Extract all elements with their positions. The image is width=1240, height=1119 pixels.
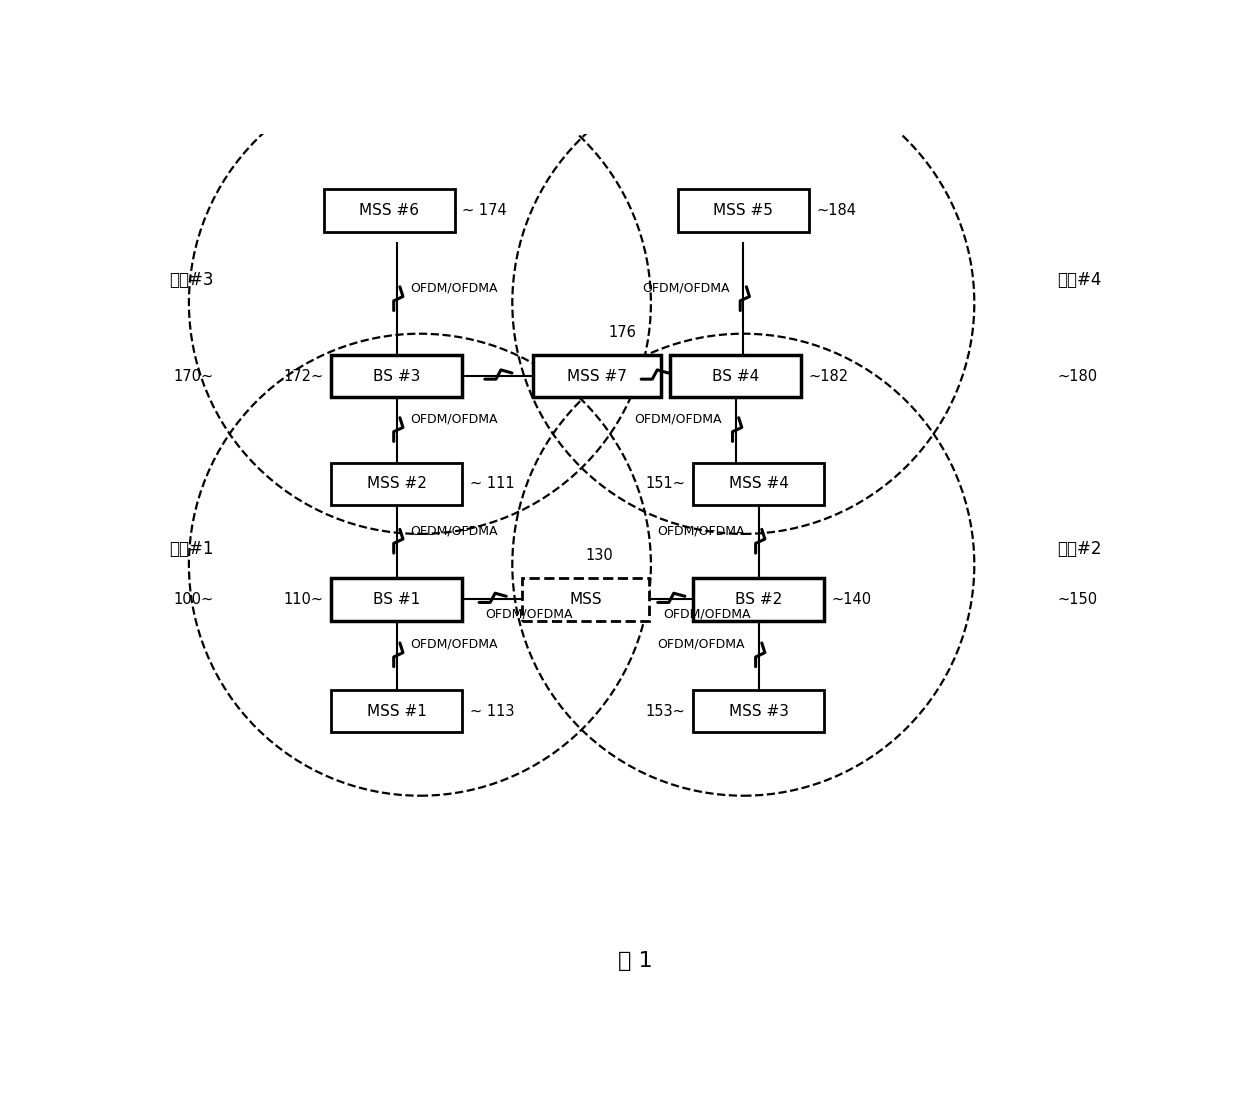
Text: OFDM/OFDMA: OFDM/OFDMA <box>410 413 498 425</box>
Text: MSS #1: MSS #1 <box>367 704 427 718</box>
FancyBboxPatch shape <box>331 689 463 732</box>
FancyBboxPatch shape <box>693 689 825 732</box>
Text: OFDM/OFDMA: OFDM/OFDMA <box>663 608 751 620</box>
Text: ~150: ~150 <box>1058 592 1097 606</box>
Text: BS #4: BS #4 <box>712 368 759 384</box>
Text: MSS #7: MSS #7 <box>567 368 627 384</box>
FancyBboxPatch shape <box>522 579 649 621</box>
Text: 130: 130 <box>585 548 614 563</box>
Text: MSS #5: MSS #5 <box>713 203 774 218</box>
Text: 100~: 100~ <box>174 592 213 606</box>
Text: ~ 113: ~ 113 <box>470 704 515 718</box>
Text: ~182: ~182 <box>808 368 849 384</box>
Text: OFDM/OFDMA: OFDM/OFDMA <box>634 413 722 425</box>
Text: BS #1: BS #1 <box>373 592 420 606</box>
Text: 176: 176 <box>609 325 636 340</box>
Text: ~180: ~180 <box>1058 368 1097 384</box>
FancyBboxPatch shape <box>324 189 455 232</box>
Text: 蜂窝#2: 蜂窝#2 <box>1056 540 1101 558</box>
FancyBboxPatch shape <box>533 355 661 397</box>
Text: ~140: ~140 <box>832 592 872 606</box>
Text: OFDM/OFDMA: OFDM/OFDMA <box>410 525 498 537</box>
Text: MSS #3: MSS #3 <box>729 704 789 718</box>
Text: ~184: ~184 <box>816 203 857 218</box>
Text: ~ 174: ~ 174 <box>463 203 507 218</box>
Text: OFDM/OFDMA: OFDM/OFDMA <box>642 282 729 294</box>
Text: 蜂窝#3: 蜂窝#3 <box>170 271 215 289</box>
Text: OFDM/OFDMA: OFDM/OFDMA <box>410 638 498 651</box>
Text: OFDM/OFDMA: OFDM/OFDMA <box>657 525 745 537</box>
FancyBboxPatch shape <box>693 579 825 621</box>
Text: OFDM/OFDMA: OFDM/OFDMA <box>657 638 745 651</box>
Text: BS #2: BS #2 <box>735 592 782 606</box>
Text: MSS: MSS <box>569 592 601 606</box>
Text: 170~: 170~ <box>174 368 213 384</box>
FancyBboxPatch shape <box>670 355 801 397</box>
Text: MSS #2: MSS #2 <box>367 477 427 491</box>
Text: BS #3: BS #3 <box>373 368 420 384</box>
FancyBboxPatch shape <box>331 579 463 621</box>
Text: 172~: 172~ <box>284 368 324 384</box>
FancyBboxPatch shape <box>678 189 808 232</box>
Text: OFDM/OFDMA: OFDM/OFDMA <box>410 282 498 294</box>
FancyBboxPatch shape <box>331 462 463 505</box>
Text: ~ 111: ~ 111 <box>470 477 515 491</box>
Text: 蜂窝#4: 蜂窝#4 <box>1056 271 1101 289</box>
FancyBboxPatch shape <box>693 462 825 505</box>
Text: 图 1: 图 1 <box>619 951 652 971</box>
Text: OFDM/OFDMA: OFDM/OFDMA <box>485 608 573 620</box>
Text: 110~: 110~ <box>284 592 324 606</box>
Text: 蜂窝#1: 蜂窝#1 <box>170 540 215 558</box>
Text: MSS #6: MSS #6 <box>360 203 419 218</box>
FancyBboxPatch shape <box>331 355 463 397</box>
Text: 151~: 151~ <box>646 477 686 491</box>
Text: 153~: 153~ <box>646 704 686 718</box>
Text: MSS #4: MSS #4 <box>729 477 789 491</box>
